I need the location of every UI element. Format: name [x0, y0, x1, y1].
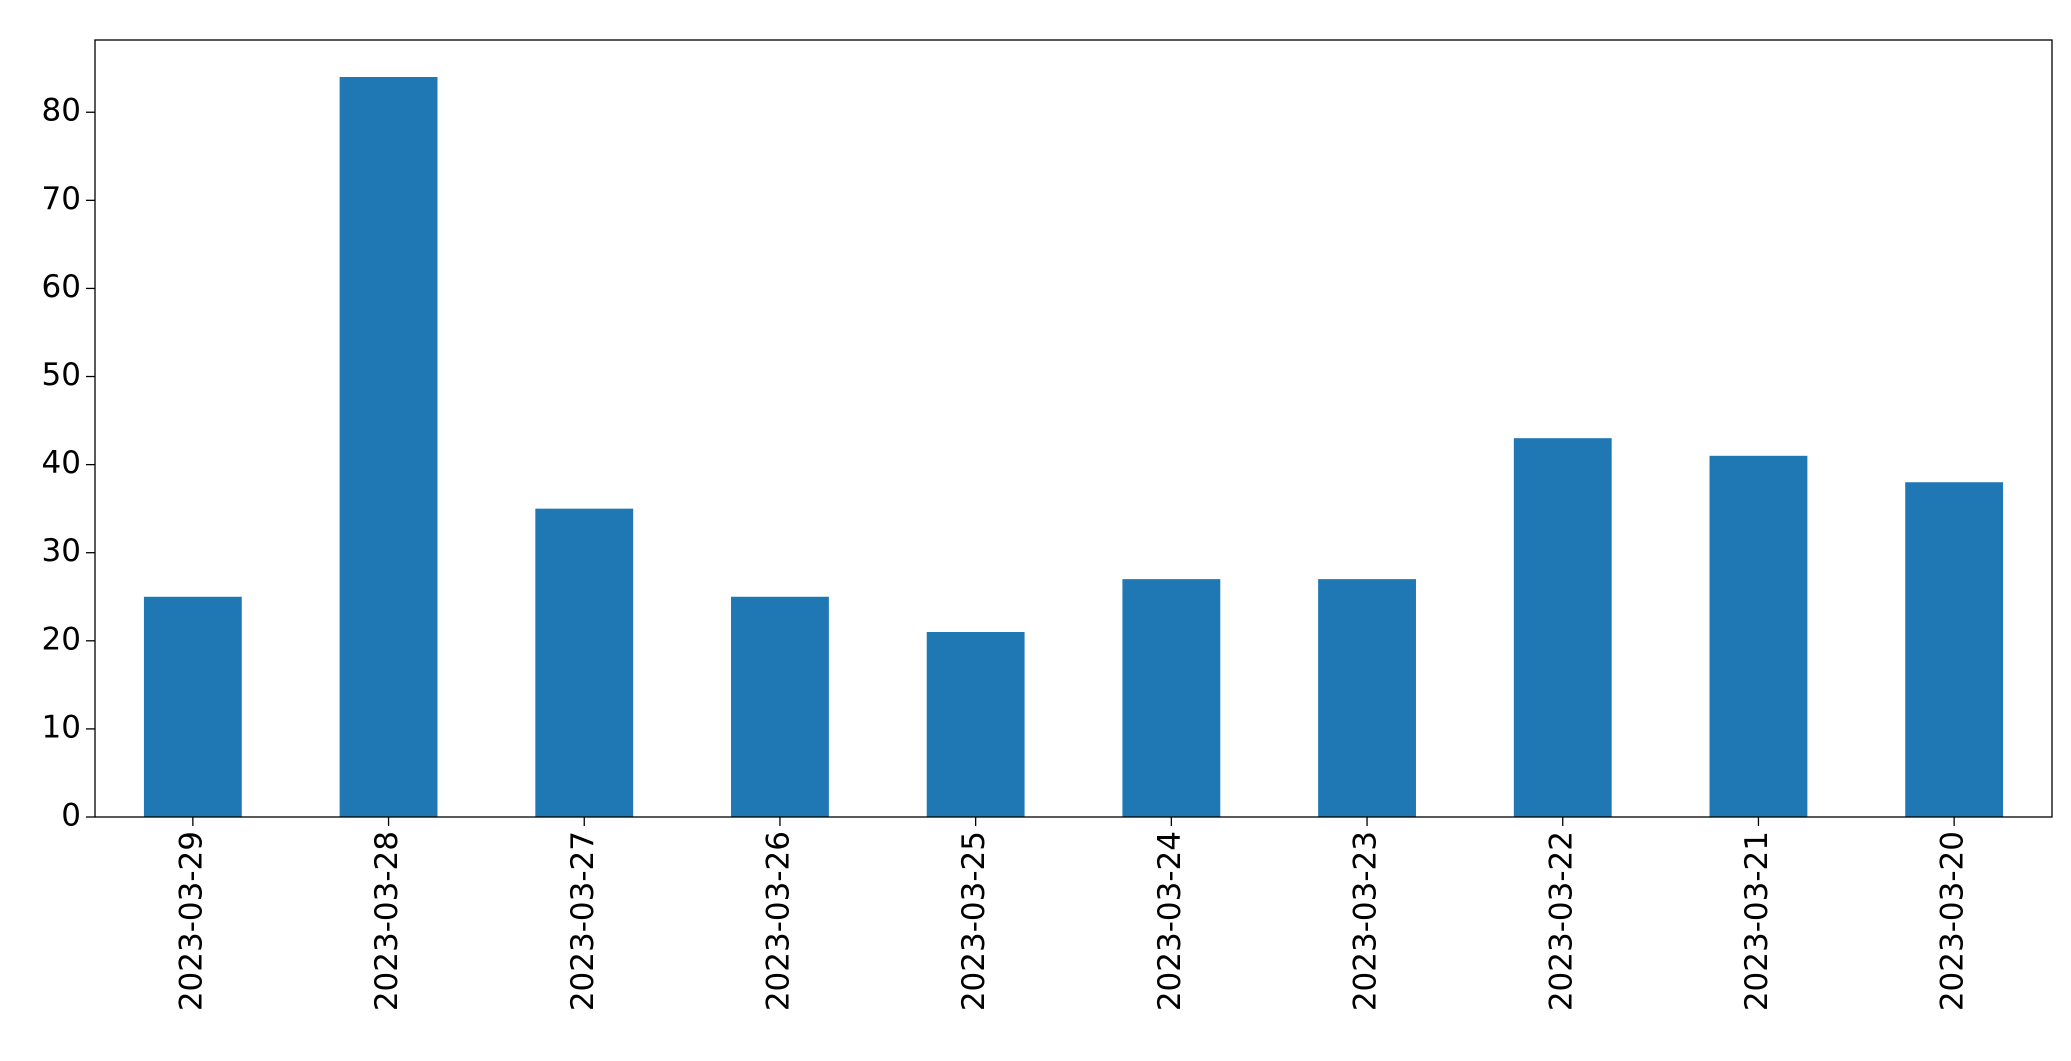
y-tick-label: 30	[42, 533, 81, 569]
y-tick-label: 10	[42, 709, 81, 745]
bar	[535, 508, 634, 817]
x-tick-label: 2023-03-28	[369, 831, 405, 1011]
y-tick-label: 70	[42, 181, 81, 217]
y-tick-label: 20	[42, 621, 81, 657]
bar	[1318, 579, 1416, 817]
y-tick-label: 0	[61, 798, 81, 834]
bar	[1513, 438, 1612, 817]
bar	[143, 596, 242, 817]
x-tick-label: 2023-03-20	[1935, 831, 1971, 1011]
bar	[1709, 455, 1808, 817]
y-tick-label: 50	[42, 357, 81, 393]
bar	[339, 77, 438, 817]
y-tick-label: 40	[42, 445, 81, 481]
bar	[731, 596, 829, 817]
y-tick-label: 60	[42, 269, 81, 305]
bar	[1905, 482, 2004, 817]
bar	[926, 632, 1025, 817]
axes-frame	[94, 39, 2053, 818]
x-tick-label: 2023-03-26	[760, 831, 796, 1011]
x-tick-label: 2023-03-25	[956, 831, 992, 1011]
x-tick-label: 2023-03-21	[1739, 831, 1775, 1011]
bar	[1122, 579, 1221, 817]
x-tick-label: 2023-03-27	[565, 831, 601, 1011]
x-tick-label: 2023-03-24	[1152, 831, 1188, 1011]
y-tick-label: 80	[42, 93, 81, 129]
x-tick-label: 2023-03-29	[173, 831, 209, 1011]
x-tick-label: 2023-03-22	[1543, 831, 1579, 1011]
x-tick-label: 2023-03-23	[1348, 831, 1384, 1011]
